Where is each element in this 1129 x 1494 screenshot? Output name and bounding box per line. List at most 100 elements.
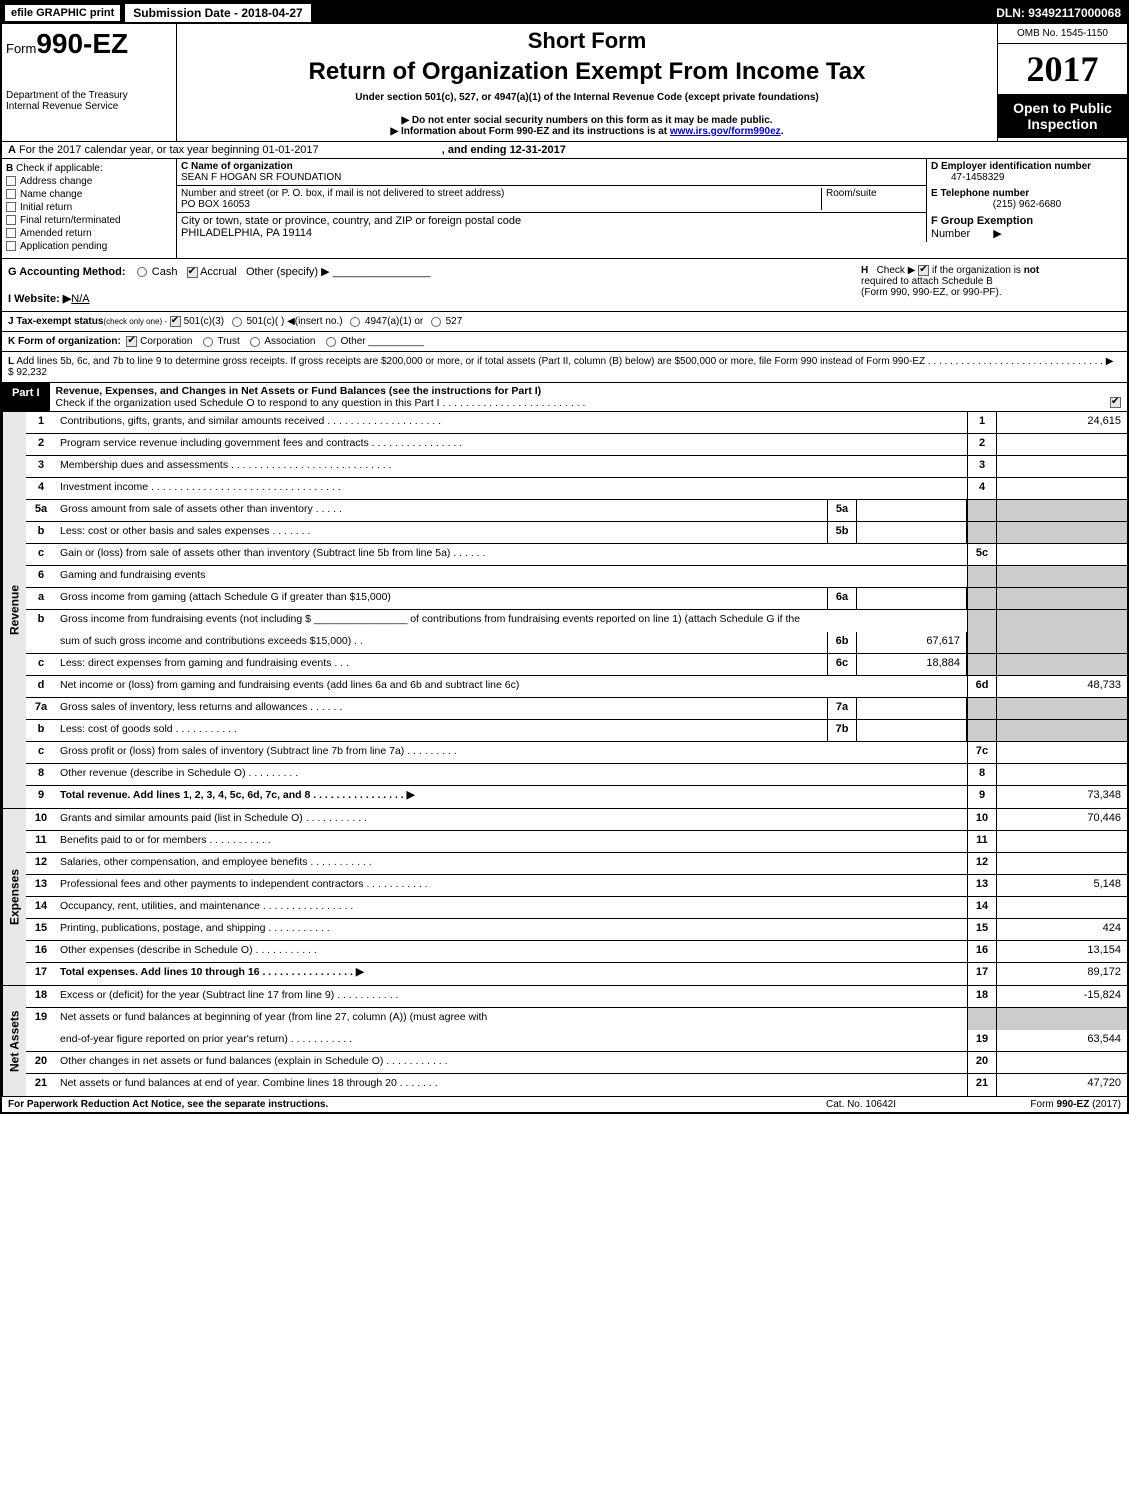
line-rn: 19 (967, 1030, 997, 1051)
shade-cell (997, 522, 1127, 543)
line-val: -15,824 (997, 986, 1127, 1007)
line-6d: d Net income or (loss) from gaming and f… (26, 676, 1127, 698)
line-rn: 14 (967, 897, 997, 918)
shade-cell (997, 610, 1127, 632)
part-i-label: Part I (2, 383, 50, 411)
k-other: Other (341, 336, 366, 347)
line-num: 19 (26, 1008, 56, 1030)
header-left: Form990-EZ Department of the Treasury In… (2, 24, 177, 141)
section-c: C Name of organization SEAN F HOGAN SR F… (177, 159, 927, 186)
line-10: 10 Grants and similar amounts paid (list… (26, 809, 1127, 831)
line-rn: 9 (967, 786, 997, 808)
radio-4947[interactable] (350, 317, 360, 327)
line-num: 11 (26, 831, 56, 852)
section-k: K Form of organization: Corporation Trus… (2, 332, 1127, 352)
info-link-line: ▶ Information about Form 990-EZ and its … (181, 126, 993, 137)
info-about-text: ▶ Information about Form 990-EZ and its … (391, 126, 670, 137)
radio-trust[interactable] (203, 337, 213, 347)
info-url-link[interactable]: www.irs.gov/form990ez (670, 126, 781, 137)
radio-corporation[interactable] (126, 336, 137, 347)
line-val (997, 544, 1127, 565)
efile-print-button[interactable]: efile GRAPHIC print (4, 4, 121, 22)
section-e: E Telephone number (215) 962-6680 (927, 186, 1127, 213)
checkbox-icon (6, 241, 16, 251)
opt-name-change: Name change (20, 189, 82, 200)
line-7a: 7a Gross sales of inventory, less return… (26, 698, 1127, 720)
checkbox-amended-return[interactable]: Amended return (6, 228, 172, 239)
checkbox-icon (6, 202, 16, 212)
h-checkbox[interactable] (918, 265, 929, 276)
l-label: L (8, 356, 14, 367)
line-desc: Other expenses (describe in Schedule O) … (56, 941, 967, 962)
checkbox-address-change[interactable]: Address change (6, 176, 172, 187)
line-5c: c Gain or (loss) from sale of assets oth… (26, 544, 1127, 566)
section-f: F Group Exemption Number ▶ (927, 213, 1127, 242)
section-h: H Check ▶ if the organization is not req… (861, 265, 1121, 305)
line-desc: Salaries, other compensation, and employ… (56, 853, 967, 874)
line-num: b (26, 610, 56, 632)
row-c-d: C Name of organization SEAN F HOGAN SR F… (177, 159, 1127, 186)
shade-cell (967, 566, 997, 587)
line-num: 2 (26, 434, 56, 455)
footer-catno: Cat. No. 10642I (761, 1099, 961, 1110)
revenue-side-label: Revenue (2, 412, 26, 808)
line-num: 4 (26, 478, 56, 499)
line-val: 13,154 (997, 941, 1127, 962)
checkbox-initial-return[interactable]: Initial return (6, 202, 172, 213)
j-small: (check only one) - (103, 317, 167, 326)
omb-number: OMB No. 1545-1150 (998, 24, 1127, 44)
checkbox-name-change[interactable]: Name change (6, 189, 172, 200)
line-13: 13 Professional fees and other payments … (26, 875, 1127, 897)
org-name: SEAN F HOGAN SR FOUNDATION (181, 172, 341, 183)
schedule-o-checkbox[interactable] (1110, 397, 1121, 408)
line-desc: Professional fees and other payments to … (56, 875, 967, 896)
checkbox-icon (6, 228, 16, 238)
info-grid: B Check if applicable: Address change Na… (2, 159, 1127, 259)
line-desc: Excess or (deficit) for the year (Subtra… (56, 986, 967, 1007)
line-desc: end-of-year figure reported on prior yea… (56, 1030, 967, 1051)
radio-cash[interactable] (137, 267, 147, 277)
mid-label: 7a (827, 698, 857, 719)
form-number-value: 990-EZ (36, 28, 128, 59)
website-label: I Website: ▶ (8, 293, 71, 305)
mid-label: 6c (827, 654, 857, 675)
line-num (26, 632, 56, 653)
line-val: 70,446 (997, 809, 1127, 830)
website-line: I Website: ▶N/A (8, 292, 861, 305)
radio-527[interactable] (431, 317, 441, 327)
revenue-table: 1 Contributions, gifts, grants, and simi… (26, 412, 1127, 808)
form-number: Form990-EZ (6, 28, 172, 60)
checkbox-application-pending[interactable]: Application pending (6, 241, 172, 252)
section-b-label: B (6, 163, 13, 174)
line-6a: a Gross income from gaming (attach Sched… (26, 588, 1127, 610)
line-num: b (26, 720, 56, 741)
line-val: 47,720 (997, 1074, 1127, 1096)
line-num: 18 (26, 986, 56, 1007)
col-cde: C Name of organization SEAN F HOGAN SR F… (177, 159, 1127, 258)
radio-association[interactable] (250, 337, 260, 347)
radio-other[interactable] (326, 337, 336, 347)
line-num: b (26, 522, 56, 543)
line-val: 63,544 (997, 1030, 1127, 1051)
checkbox-final-return[interactable]: Final return/terminated (6, 215, 172, 226)
radio-501c[interactable] (232, 317, 242, 327)
line-21: 21 Net assets or fund balances at end of… (26, 1074, 1127, 1096)
city-cell: City or town, state or province, country… (177, 213, 927, 242)
return-title: Return of Organization Exempt From Incom… (181, 58, 993, 86)
shade-cell (967, 654, 997, 675)
accrual-label: Accrual (200, 266, 237, 278)
line-2: 2 Program service revenue including gove… (26, 434, 1127, 456)
radio-501c3[interactable] (170, 316, 181, 327)
line-num: 17 (26, 963, 56, 985)
line-6b: b Gross income from fundraising events (… (26, 610, 1127, 632)
line-desc: Gross income from fundraising events (no… (56, 610, 967, 632)
section-e-label: E Telephone number (931, 188, 1029, 199)
line-val (997, 434, 1127, 455)
line-rn: 5c (967, 544, 997, 565)
dept-irs: Internal Revenue Service (6, 101, 172, 112)
line-val (997, 456, 1127, 477)
mid-label: 5a (827, 500, 857, 521)
checkbox-icon (6, 215, 16, 225)
mid-val: 18,884 (857, 654, 967, 675)
radio-accrual[interactable] (187, 267, 198, 278)
